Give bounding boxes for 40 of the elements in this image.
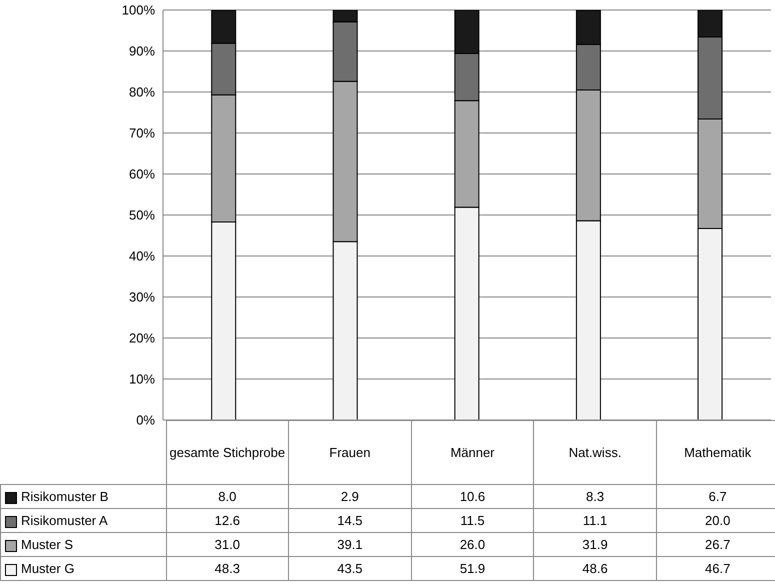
- data-label: 10.6: [411, 484, 534, 508]
- data-label: 51.9: [411, 556, 534, 580]
- data-label: 2.9: [288, 484, 412, 508]
- data-label: 43.5: [288, 556, 412, 580]
- legend-label: Risikomuster A: [0, 508, 166, 532]
- data-label: 20.0: [656, 508, 775, 532]
- y-tick-label: 0%: [136, 412, 156, 428]
- legend-label: Risikomuster B: [0, 484, 166, 508]
- y-tick-label: 40%: [128, 248, 156, 264]
- legend-label: Muster S: [0, 532, 166, 556]
- data-label: 8.3: [534, 484, 656, 508]
- data-label: 31.0: [166, 532, 289, 556]
- x-tick-label: Männer: [411, 420, 534, 484]
- y-tick-label: 100%: [122, 2, 156, 18]
- data-label: 39.1: [288, 532, 412, 556]
- data-label: 31.9: [534, 532, 656, 556]
- data-label: 11.1: [534, 508, 656, 532]
- y-tick-label: 30%: [128, 290, 156, 305]
- y-tick-label: 80%: [128, 84, 156, 100]
- legend-label: Muster G: [0, 556, 166, 580]
- x-tick-label: Nat.wiss.: [534, 420, 656, 484]
- data-label: 8.0: [166, 484, 289, 508]
- data-label: 12.6: [166, 508, 289, 532]
- x-tick-label: gesamte Stichprobe: [166, 420, 289, 484]
- data-label: 6.7: [656, 484, 775, 508]
- y-tick-label: 60%: [128, 166, 156, 182]
- data-label: 46.7: [656, 556, 775, 580]
- x-tick-label: Mathematik: [656, 420, 775, 484]
- y-tick-label: 20%: [128, 330, 156, 346]
- data-label: 14.5: [288, 508, 412, 532]
- y-tick-label: 50%: [128, 208, 156, 223]
- y-tick-label: 10%: [128, 372, 156, 387]
- data-label: 48.6: [534, 556, 656, 580]
- data-label: 26.7: [656, 532, 775, 556]
- y-tick-label: 70%: [128, 126, 156, 141]
- data-label: 48.3: [166, 556, 289, 580]
- y-tick-label: 90%: [128, 44, 156, 59]
- data-label: 11.5: [411, 508, 534, 532]
- data-label: 26.0: [411, 532, 534, 556]
- x-tick-label: Frauen: [288, 420, 412, 484]
